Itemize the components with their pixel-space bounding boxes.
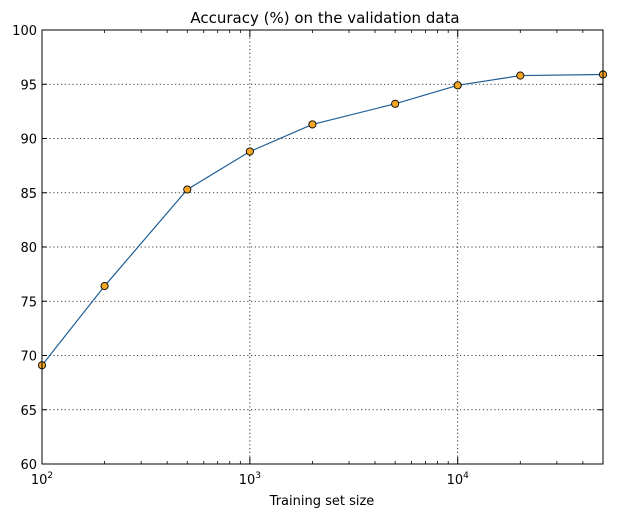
x-axis-label: Training set size <box>269 494 375 509</box>
data-point <box>100 282 109 291</box>
chart-title: Accuracy (%) on the validation data <box>190 9 459 27</box>
data-series <box>41 73 604 366</box>
data-point <box>516 71 525 80</box>
y-tick-label: 65 <box>20 404 37 419</box>
tick-labels: 60 65 70 75 80 85 90 95 100 102 103 104 <box>12 24 469 488</box>
y-tick-label: 85 <box>20 187 37 202</box>
y-tick-label: 70 <box>20 350 37 365</box>
series-line <box>41 73 604 366</box>
data-point <box>245 147 254 156</box>
y-tick-label: 95 <box>20 78 37 93</box>
x-tick-label: 102 <box>31 471 53 488</box>
y-tick-label: 100 <box>12 24 37 39</box>
y-tick-label: 80 <box>20 241 37 256</box>
x-tick-label: 104 <box>447 471 470 488</box>
grid-lines <box>42 30 603 464</box>
data-point <box>308 120 317 129</box>
data-markers <box>37 70 608 370</box>
y-tick-label: 75 <box>20 295 37 310</box>
data-point <box>183 185 192 194</box>
data-point <box>391 99 400 108</box>
axis-ticks <box>41 29 603 465</box>
y-tick-label: 90 <box>20 133 37 148</box>
x-tick-label: 103 <box>239 471 261 488</box>
data-point <box>453 81 462 90</box>
y-tick-label: 60 <box>20 458 37 473</box>
